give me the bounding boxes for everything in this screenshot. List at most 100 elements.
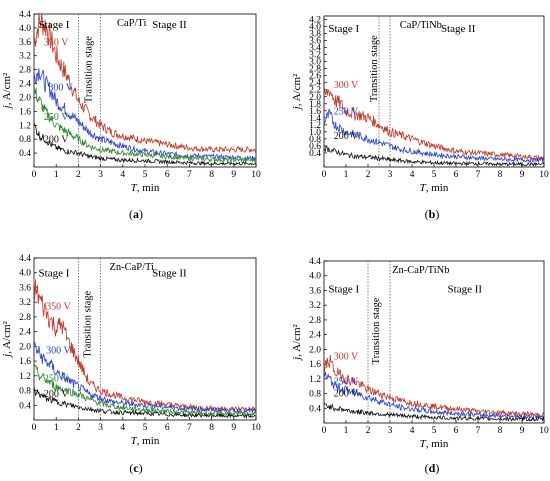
x-tick-label: 0 — [322, 170, 327, 180]
x-axis-label: T, min — [420, 438, 449, 450]
x-tick-label: 6 — [454, 170, 459, 180]
series-label: 250 V — [334, 106, 359, 117]
y-tick-label: 2.8 — [19, 313, 31, 323]
x-tick-label: 3 — [388, 426, 393, 436]
series-line-300v — [323, 88, 545, 161]
stage-annotation: Stage II — [152, 267, 187, 279]
x-tick-label: 0 — [32, 170, 37, 180]
y-axis-label: j, A/cm² — [1, 320, 13, 358]
x-tick-label: 3 — [98, 170, 103, 180]
y-tick-label: 0.4 — [19, 149, 31, 159]
panel-title: Zn-CaP/TiNb — [392, 265, 449, 276]
y-tick-label: 3.2 — [19, 52, 31, 62]
x-tick-label: 8 — [498, 426, 503, 436]
x-tick-label: 1 — [344, 170, 349, 180]
y-tick-label: 4.4 — [19, 10, 31, 20]
x-tick-label: 10 — [539, 170, 549, 180]
y-tick-label: 3.8 — [309, 30, 321, 40]
y-tick-label: 1.6 — [19, 107, 31, 117]
x-tick-label: 7 — [476, 170, 481, 180]
x-axis-label: T, min — [131, 182, 160, 194]
x-tick-label: 9 — [520, 170, 525, 180]
y-tick-label: 0.8 — [309, 135, 321, 145]
series-label: 200 V — [44, 135, 69, 146]
x-tick-label: 1 — [54, 170, 59, 180]
series-label: 300 V — [46, 346, 71, 357]
y-tick-label: 2.0 — [19, 93, 31, 103]
y-tick-label: 3.6 — [309, 286, 321, 296]
y-tick-label: 3.0 — [309, 58, 321, 68]
x-tick-label: 4 — [120, 423, 125, 433]
chart-panel-2: 0 1 2 3 4 5 6 7 8 9 100.40.60.81.01.21.41.61.82.02… — [291, 16, 549, 194]
series-label: 250 V — [334, 376, 359, 387]
y-tick-label: 4.4 — [309, 257, 321, 267]
y-tick-label: 0.8 — [19, 387, 31, 397]
y-tick-label: 4.4 — [19, 254, 31, 264]
stage-annotation: Stage II — [441, 23, 476, 35]
series-line-250v — [33, 87, 257, 164]
series-line-200v — [323, 402, 545, 423]
y-tick-label: 2.8 — [309, 65, 321, 75]
y-tick-label: 1.6 — [309, 360, 321, 370]
x-axis-label: T, min — [420, 182, 449, 194]
stage-annotation: Stage I — [328, 283, 359, 295]
panel-title: CaP/Ti — [117, 18, 146, 29]
series-line-350v — [33, 279, 257, 413]
stage-annotation: Stage I — [328, 23, 359, 35]
panel-title: CaP/TiNb — [400, 20, 442, 31]
series-label: 300 V — [334, 80, 359, 91]
series-line-300v — [33, 68, 257, 162]
y-tick-label: 0.8 — [19, 135, 31, 145]
y-tick-label: 0.6 — [309, 142, 321, 152]
y-tick-label: 1.2 — [309, 121, 321, 131]
x-tick-label: 2 — [366, 170, 371, 180]
series-label: 200 V — [334, 131, 359, 142]
x-tick-label: 7 — [187, 423, 192, 433]
x-tick-label: 1 — [54, 423, 59, 433]
x-tick-label: 10 — [539, 426, 549, 436]
x-tick-label: 6 — [165, 170, 170, 180]
y-tick-label: 3.4 — [309, 44, 321, 54]
y-tick-label: 4.0 — [309, 23, 321, 33]
panel-label: (d) — [425, 461, 440, 475]
stage-annotation: Stage II — [152, 19, 187, 31]
y-tick-label: 3.2 — [309, 301, 321, 311]
series-label: 250 V — [44, 373, 69, 384]
y-tick-label: 1.6 — [309, 107, 321, 117]
y-tick-label: 1.6 — [19, 357, 31, 367]
x-tick-label: 9 — [520, 426, 525, 436]
x-tick-label: 9 — [231, 170, 236, 180]
x-tick-label: 4 — [120, 170, 125, 180]
y-tick-label: 2.4 — [309, 331, 321, 341]
y-tick-label: 3.6 — [309, 37, 321, 47]
y-tick-label: 2.0 — [309, 93, 321, 103]
x-tick-label: 7 — [476, 426, 481, 436]
y-axis-label: j, A/cm² — [1, 72, 13, 110]
x-tick-label: 10 — [251, 423, 261, 433]
x-tick-label: 8 — [209, 170, 214, 180]
x-tick-label: 7 — [187, 170, 192, 180]
y-tick-label: 4.0 — [19, 269, 31, 279]
series-label: 300 V — [48, 83, 73, 94]
y-axis-label: j, A/cm² — [291, 73, 303, 111]
series-label: 300 V — [334, 352, 359, 363]
x-tick-label: 1 — [344, 426, 349, 436]
stage-annotation: Stage I — [39, 267, 70, 279]
y-tick-label: 2.2 — [309, 86, 321, 96]
x-tick-label: 5 — [432, 426, 437, 436]
y-tick-label: 4.2 — [309, 16, 321, 26]
x-tick-label: 5 — [143, 423, 148, 433]
y-tick-label: 3.2 — [309, 51, 321, 61]
y-tick-label: 4.0 — [309, 272, 321, 282]
x-tick-label: 0 — [32, 423, 37, 433]
y-tick-label: 3.2 — [19, 298, 31, 308]
y-tick-label: 2.8 — [19, 66, 31, 76]
x-tick-label: 2 — [76, 423, 81, 433]
series-line-350v — [33, 12, 257, 154]
y-tick-label: 3.6 — [19, 38, 31, 48]
stage-annotation: Transition stage — [83, 290, 94, 357]
y-tick-label: 2.8 — [309, 316, 321, 326]
panel-label: (c) — [129, 461, 142, 475]
stage-annotation: Transition stage — [369, 35, 380, 102]
